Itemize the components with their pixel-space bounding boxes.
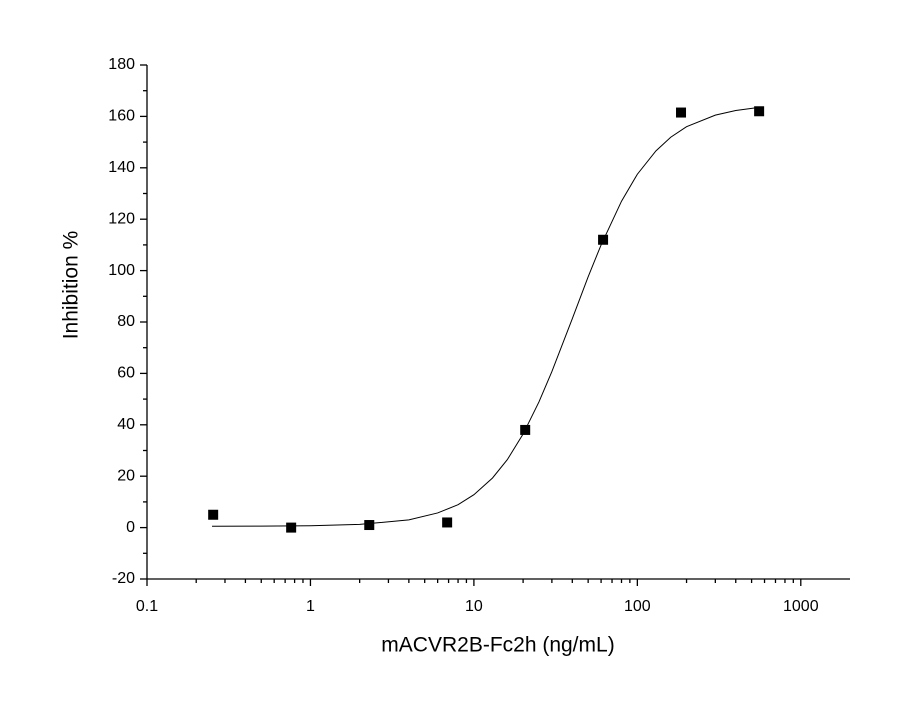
data-point (676, 107, 687, 118)
y-axis-title: Inhibition % (60, 231, 83, 340)
y-tick-label: 60 (117, 365, 135, 382)
fit-curve (212, 106, 760, 527)
x-tick-label: 0.1 (136, 598, 158, 615)
y-tick-label: 160 (108, 108, 135, 125)
data-point (520, 424, 531, 435)
data-point (364, 520, 375, 531)
x-tick-label: 1 (306, 598, 315, 615)
y-tick-label: 100 (108, 262, 135, 279)
x-tick-label: 10 (465, 598, 483, 615)
y-tick-label: 180 (108, 56, 135, 73)
data-point (754, 106, 765, 117)
y-tick-label: 0 (126, 519, 135, 536)
y-tick-label: 120 (108, 210, 135, 227)
y-tick-label: 20 (117, 467, 135, 484)
y-tick-label: 40 (117, 416, 135, 433)
data-point (286, 522, 297, 533)
data-point (208, 509, 219, 520)
y-tick-label: 80 (117, 313, 135, 330)
y-tick-label: -20 (112, 570, 135, 587)
x-axis-title: mACVR2B-Fc2h (ng/mL) (381, 634, 614, 657)
x-tick-label: 100 (624, 598, 651, 615)
x-tick-label: 1000 (783, 598, 819, 615)
data-point (598, 234, 609, 245)
y-tick-label: 140 (108, 159, 135, 176)
data-point (442, 517, 453, 528)
